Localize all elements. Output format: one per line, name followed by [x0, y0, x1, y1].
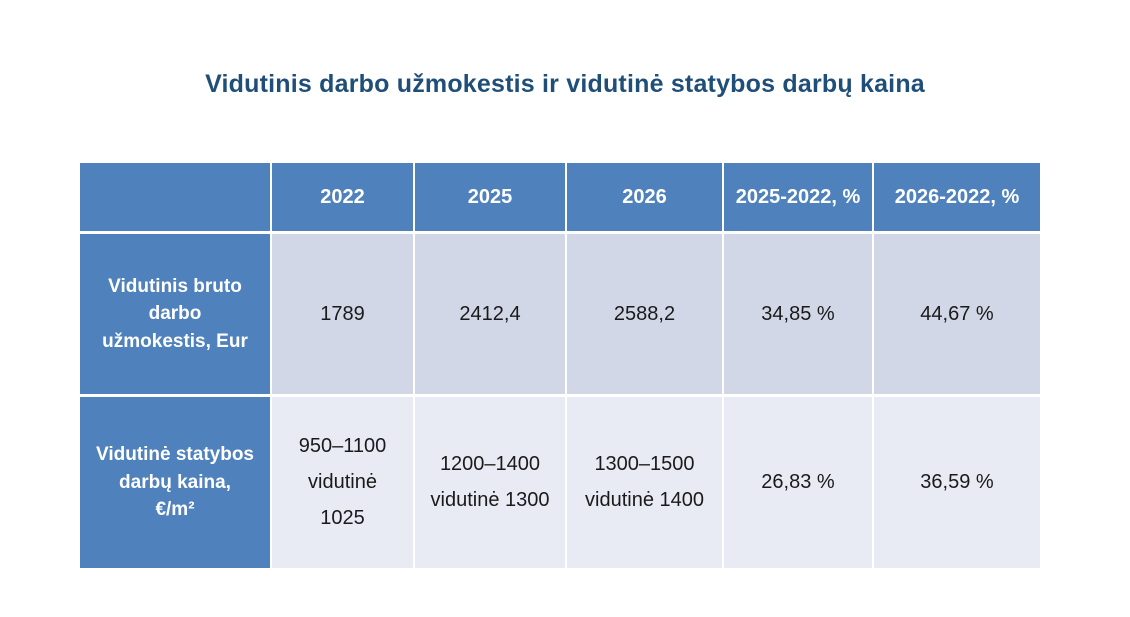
cell-wage-2022: 1789: [272, 234, 413, 394]
cell-wage-change-2025: 34,85 %: [724, 234, 872, 394]
cell-price-2026: 1300–1500 vidutinė 1400: [567, 397, 722, 568]
cell-price-2025: 1200–1400 vidutinė 1300: [415, 397, 565, 568]
cell-wage-change-2026: 44,67 %: [874, 234, 1040, 394]
wage-price-table: 2022 2025 2026 2025-2022, % 2026-2022, %…: [80, 163, 1040, 568]
header-cell-2026: 2026: [567, 163, 722, 231]
cell-wage-2025: 2412,4: [415, 234, 565, 394]
header-cell-2025-2022-pct: 2025-2022, %: [724, 163, 872, 231]
cell-price-2022: 950–1100 vidutinė 1025: [272, 397, 413, 568]
row-label-construction-price: Vidutinė statybos darbų kaina, €/m²: [80, 397, 270, 568]
header-cell-2025: 2025: [415, 163, 565, 231]
header-cell-empty: [80, 163, 270, 231]
cell-wage-2026: 2588,2: [567, 234, 722, 394]
cell-price-change-2026: 36,59 %: [874, 397, 1040, 568]
header-cell-2022: 2022: [272, 163, 413, 231]
row-label-wage: Vidutinis bruto darbo užmokestis, Eur: [80, 234, 270, 394]
cell-price-change-2025: 26,83 %: [724, 397, 872, 568]
header-cell-2026-2022-pct: 2026-2022, %: [874, 163, 1040, 231]
page-title: Vidutinis darbo užmokestis ir vidutinė s…: [205, 70, 925, 98]
